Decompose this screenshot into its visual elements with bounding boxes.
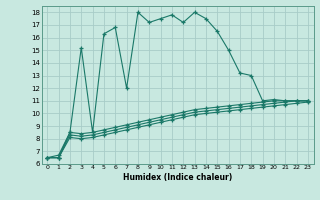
X-axis label: Humidex (Indice chaleur): Humidex (Indice chaleur) — [123, 173, 232, 182]
